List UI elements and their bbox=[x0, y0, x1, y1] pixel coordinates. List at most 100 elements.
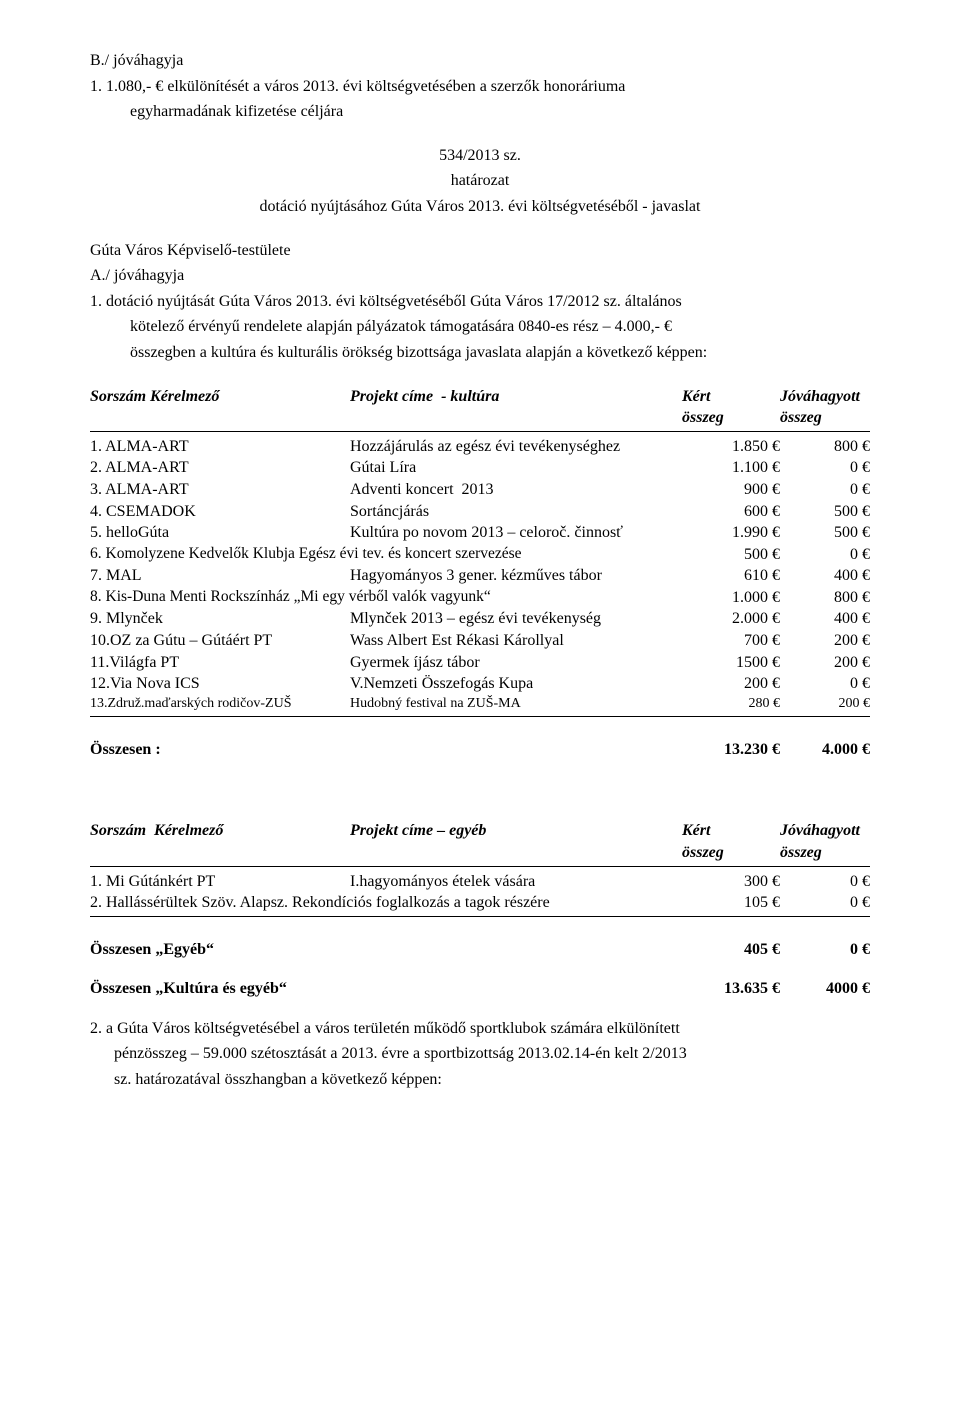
hdr-col: Projekt címe - kultúra bbox=[350, 386, 674, 408]
cell-project: Wass Albert Est Rékasi Károllyal bbox=[350, 630, 690, 652]
total-amount: 13.230 € bbox=[690, 739, 780, 761]
cell-project: Adventi koncert 2013 bbox=[350, 479, 690, 501]
cell-requested: 900 € bbox=[690, 479, 780, 501]
total-amount: 4000 € bbox=[780, 978, 870, 1000]
line-b: B./ jóváhagyja bbox=[90, 50, 870, 72]
cell-project: Hagyományos 3 gener. kézműves tábor bbox=[350, 565, 690, 587]
cell-project: Hozzájárulás az egész évi tevékenységhez bbox=[350, 436, 690, 458]
cell-name: 9. Mlynček bbox=[90, 608, 350, 630]
body-line: A./ jóváhagyja bbox=[90, 265, 870, 287]
table1-header: Sorszám Kérelmező Projekt címe - kultúra… bbox=[90, 386, 870, 408]
cell-requested: 1.990 € bbox=[690, 522, 780, 544]
footer-line: pénzösszeg – 59.000 szétosztását a 2013.… bbox=[90, 1043, 870, 1065]
cell-project: I.hagyományos ételek vására bbox=[350, 871, 690, 893]
body-line: 1. dotáció nyújtását Gúta Város 2013. év… bbox=[90, 291, 870, 313]
cell-name: 5. helloGúta bbox=[90, 522, 350, 544]
cell-name: 7. MAL bbox=[90, 565, 350, 587]
total-amount: 0 € bbox=[780, 939, 870, 961]
cell-approved: 500 € bbox=[780, 522, 870, 544]
cell-approved: 800 € bbox=[780, 587, 870, 609]
cell-requested: 600 € bbox=[690, 501, 780, 523]
cell-approved: 0 € bbox=[780, 457, 870, 479]
cell-requested: 200 € bbox=[690, 673, 780, 695]
table2-header: Sorszám Kérelmező Projekt címe – egyéb K… bbox=[90, 820, 870, 842]
total-3: Összesen „Kultúra és egyéb“ 13.635 € 400… bbox=[90, 978, 870, 1000]
cell-requested: 1.000 € bbox=[690, 587, 780, 609]
table-row: 4. CSEMADOKSortáncjárás600 €500 € bbox=[90, 501, 870, 523]
cell-project: Gútai Líra bbox=[350, 457, 690, 479]
table-row: 8. Kis-Duna Menti Rockszínház „Mi egy vé… bbox=[90, 587, 870, 609]
table-row: 2. Hallássérültek Szöv. Alapsz. Rekondíc… bbox=[90, 892, 870, 914]
cell-approved: 0 € bbox=[780, 479, 870, 501]
cell-name: 1. Mi Gútánkért PT bbox=[90, 871, 350, 893]
cell-name-merged: 6. Komolyzene Kedvelők Klubja Egész évi … bbox=[90, 544, 690, 566]
cell-approved: 800 € bbox=[780, 436, 870, 458]
total-2: Összesen „Egyéb“ 405 € 0 € bbox=[90, 939, 870, 961]
cell-requested: 500 € bbox=[690, 544, 780, 566]
hdr-col: összeg bbox=[772, 407, 870, 429]
total-amount: 405 € bbox=[690, 939, 780, 961]
table-row: 13.Združ.maďarských rodičov-ZUŠHudobný f… bbox=[90, 695, 870, 714]
line-1: 1. 1.080,- € elkülönítését a város 2013.… bbox=[90, 76, 870, 98]
cell-requested: 280 € bbox=[690, 695, 780, 714]
cell-approved: 400 € bbox=[780, 608, 870, 630]
resolution-number: 534/2013 sz. bbox=[90, 145, 870, 167]
body-line: összegben a kultúra és kulturális öröksé… bbox=[90, 342, 870, 364]
hdr-col: Sorszám Kérelmező bbox=[90, 386, 350, 408]
cell-approved: 0 € bbox=[780, 871, 870, 893]
table2-header-2: összeg összeg bbox=[90, 842, 870, 864]
cell-requested: 1.850 € bbox=[690, 436, 780, 458]
body-line: Gúta Város Képviselő-testülete bbox=[90, 240, 870, 262]
line-1b: egyharmadának kifizetése céljára bbox=[90, 101, 870, 123]
cell-name: 12.Via Nova ICS bbox=[90, 673, 350, 695]
footer-line: sz. határozatával összhangban a következ… bbox=[90, 1069, 870, 1091]
cell-project: Sortáncjárás bbox=[350, 501, 690, 523]
total-label: Összesen : bbox=[90, 739, 690, 761]
cell-project: Mlynček 2013 – egész évi tevékenység bbox=[350, 608, 690, 630]
hdr-col: Projekt címe – egyéb bbox=[350, 820, 674, 842]
hdr-col: Jóváhagyott bbox=[772, 820, 870, 842]
hdr-col: Kért bbox=[674, 820, 772, 842]
table-row: 3. ALMA-ARTAdventi koncert 2013900 €0 € bbox=[90, 479, 870, 501]
cell-name-merged: 8. Kis-Duna Menti Rockszínház „Mi egy vé… bbox=[90, 587, 690, 609]
table-row: 6. Komolyzene Kedvelők Klubja Egész évi … bbox=[90, 544, 870, 566]
footer-line: 2. a Gúta Város költségvetésébel a város… bbox=[90, 1018, 870, 1040]
total-label: Összesen „Egyéb“ bbox=[90, 939, 690, 961]
separator bbox=[90, 866, 870, 867]
table-row: 1. Mi Gútánkért PTI.hagyományos ételek v… bbox=[90, 871, 870, 893]
cell-requested: 610 € bbox=[690, 565, 780, 587]
cell-requested: 105 € bbox=[690, 892, 780, 914]
cell-requested: 2.000 € bbox=[690, 608, 780, 630]
cell-name: 13.Združ.maďarských rodičov-ZUŠ bbox=[90, 695, 350, 714]
cell-name: 4. CSEMADOK bbox=[90, 501, 350, 523]
hdr-col: Kért bbox=[674, 386, 772, 408]
cell-name: 11.Világfa PT bbox=[90, 652, 350, 674]
cell-approved: 0 € bbox=[780, 673, 870, 695]
table-row: 12.Via Nova ICSV.Nemzeti Összefogás Kupa… bbox=[90, 673, 870, 695]
total-amount: 13.635 € bbox=[690, 978, 780, 1000]
separator bbox=[90, 916, 870, 917]
total-label: Összesen „Kultúra és egyéb“ bbox=[90, 978, 690, 1000]
total-amount: 4.000 € bbox=[780, 739, 870, 761]
resolution-word: határozat bbox=[90, 170, 870, 192]
cell-name-merged: 2. Hallássérültek Szöv. Alapsz. Rekondíc… bbox=[90, 892, 690, 914]
table-row: 10.OZ za Gútu – Gútáért PTWass Albert Es… bbox=[90, 630, 870, 652]
cell-project: Kultúra po novom 2013 – celoroč. činnosť bbox=[350, 522, 690, 544]
cell-project: Hudobný festival na ZUŠ-MA bbox=[350, 695, 690, 714]
cell-project: V.Nemzeti Összefogás Kupa bbox=[350, 673, 690, 695]
separator bbox=[90, 431, 870, 432]
cell-requested: 700 € bbox=[690, 630, 780, 652]
body-line: kötelező érvényű rendelete alapján pályá… bbox=[90, 316, 870, 338]
cell-requested: 300 € bbox=[690, 871, 780, 893]
table-row: 7. MALHagyományos 3 gener. kézműves tábo… bbox=[90, 565, 870, 587]
cell-approved: 200 € bbox=[780, 630, 870, 652]
hdr-col: Jóváhagyott bbox=[772, 386, 870, 408]
cell-name: 10.OZ za Gútu – Gútáért PT bbox=[90, 630, 350, 652]
resolution-title: dotáció nyújtásához Gúta Város 2013. évi… bbox=[90, 196, 870, 218]
cell-approved: 400 € bbox=[780, 565, 870, 587]
cell-approved: 0 € bbox=[780, 892, 870, 914]
hdr-col: összeg bbox=[674, 842, 772, 864]
cell-approved: 200 € bbox=[780, 695, 870, 714]
table1-header-2: összeg összeg bbox=[90, 407, 870, 429]
table-row: 2. ALMA-ARTGútai Líra1.100 €0 € bbox=[90, 457, 870, 479]
